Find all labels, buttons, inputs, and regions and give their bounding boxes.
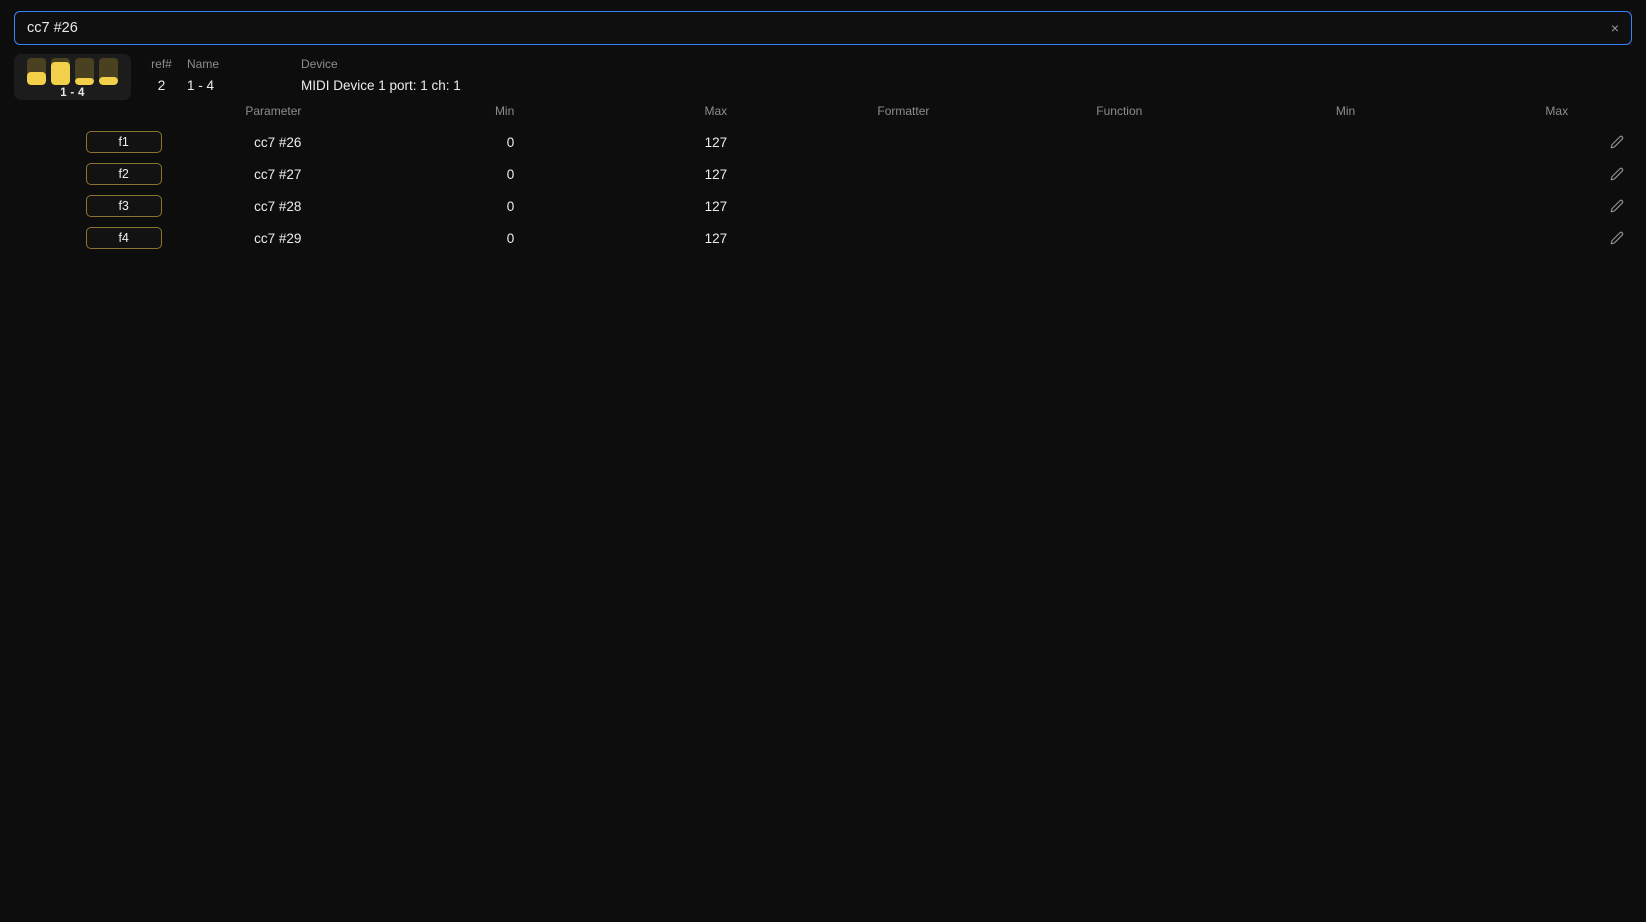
fn-button-f3[interactable]: f3	[85, 195, 162, 217]
cell-max-2	[1355, 222, 1568, 254]
meta-ref: ref# 2	[142, 56, 181, 98]
cell-max: 127	[704, 198, 728, 214]
fn-button-f4[interactable]: f4	[85, 227, 162, 249]
cell-function	[929, 190, 1142, 222]
search-bar: ×	[14, 0, 1632, 45]
header-parameter: Parameter	[245, 104, 302, 118]
search-input[interactable]	[14, 11, 1632, 45]
meta-ref-label: ref#	[151, 57, 172, 71]
header-function: Function	[1096, 104, 1143, 118]
fader-bank-label: 1 - 4	[60, 87, 85, 99]
cell-min: 0	[506, 230, 515, 246]
table-header: Parameter Min Max Formatter Function Min…	[14, 104, 1632, 126]
cell-parameter: cc7 #29	[254, 230, 302, 246]
meta-device-label: Device	[301, 57, 338, 71]
cell-parameter: cc7 #27	[254, 166, 302, 182]
fader-bank	[27, 58, 118, 85]
fader-2-fill	[51, 62, 70, 85]
fader-3-fill	[75, 78, 94, 85]
table-body: f1 cc7 #26 0 127 f2 cc7 #27 0 127 f3 cc7 #28 0 127 f…	[14, 126, 1632, 254]
header-formatter: Formatter	[877, 104, 930, 118]
fader-1[interactable]	[27, 58, 46, 85]
meta-name-value: 1 - 4	[187, 78, 215, 93]
fn-button-f2[interactable]: f2	[85, 163, 162, 185]
cell-max-2	[1355, 158, 1568, 190]
pencil-icon[interactable]	[1600, 196, 1624, 216]
pencil-icon[interactable]	[1600, 228, 1624, 248]
cell-min-2	[1142, 158, 1355, 190]
cell-min-2	[1142, 222, 1355, 254]
cell-edit	[1568, 190, 1632, 222]
parameter-table: Parameter Min Max Formatter Function Min…	[14, 104, 1632, 254]
cell-min: 0	[506, 198, 515, 214]
device-summary: 1 - 4 ref# 2 Name 1 - 4 Device MIDI Devi…	[14, 54, 1632, 100]
cell-formatter	[727, 222, 929, 254]
pencil-icon[interactable]	[1600, 132, 1624, 152]
header-max-2: Max	[1545, 104, 1569, 118]
meta-name: Name 1 - 4	[181, 56, 301, 98]
cell-edit	[1568, 126, 1632, 158]
cell-edit	[1568, 158, 1632, 190]
header-max: Max	[704, 104, 728, 118]
meta-ref-value: 2	[157, 78, 166, 93]
cell-fn: f3	[14, 190, 174, 222]
cell-fn: f1	[14, 126, 174, 158]
header-edit	[1568, 104, 1632, 126]
cell-max-2	[1355, 126, 1568, 158]
fader-4[interactable]	[99, 58, 118, 85]
table-row: f1 cc7 #26 0 127	[14, 126, 1632, 158]
clear-search-icon[interactable]: ×	[1605, 18, 1625, 38]
cell-function	[929, 158, 1142, 190]
header-min: Min	[494, 104, 515, 118]
table-row: f3 cc7 #28 0 127	[14, 190, 1632, 222]
table-row: f4 cc7 #29 0 127	[14, 222, 1632, 254]
cell-min-2	[1142, 190, 1355, 222]
meta-device-value: MIDI Device 1 port: 1 ch: 1	[301, 78, 461, 93]
fader-3[interactable]	[75, 58, 94, 85]
fn-button-f1[interactable]: f1	[85, 131, 162, 153]
header-fn	[14, 104, 174, 126]
cell-max: 127	[704, 230, 728, 246]
search-wrapper: ×	[14, 11, 1632, 45]
table-header-row: Parameter Min Max Formatter Function Min…	[14, 104, 1632, 126]
cell-max: 127	[704, 166, 728, 182]
meta-fields: ref# 2 Name 1 - 4 Device MIDI Device 1 p…	[142, 54, 461, 98]
fader-1-fill	[27, 72, 46, 85]
header-min-2: Min	[1335, 104, 1356, 118]
pencil-icon[interactable]	[1600, 164, 1624, 184]
cell-max: 127	[704, 134, 728, 150]
cell-function	[929, 126, 1142, 158]
cell-formatter	[727, 158, 929, 190]
cell-formatter	[727, 190, 929, 222]
cell-min: 0	[506, 166, 515, 182]
cell-parameter: cc7 #28	[254, 198, 302, 214]
fader-bank-card[interactable]: 1 - 4	[14, 54, 131, 100]
cell-max-2	[1355, 190, 1568, 222]
cell-formatter	[727, 126, 929, 158]
meta-name-label: Name	[187, 57, 220, 71]
cell-function	[929, 222, 1142, 254]
cell-fn: f2	[14, 158, 174, 190]
fader-2[interactable]	[51, 58, 70, 85]
cell-parameter: cc7 #26	[254, 134, 302, 150]
table-row: f2 cc7 #27 0 127	[14, 158, 1632, 190]
fader-4-fill	[99, 76, 118, 85]
cell-min-2	[1142, 126, 1355, 158]
cell-edit	[1568, 222, 1632, 254]
cell-min: 0	[506, 134, 515, 150]
meta-device: Device MIDI Device 1 port: 1 ch: 1	[301, 56, 461, 98]
cell-fn: f4	[14, 222, 174, 254]
